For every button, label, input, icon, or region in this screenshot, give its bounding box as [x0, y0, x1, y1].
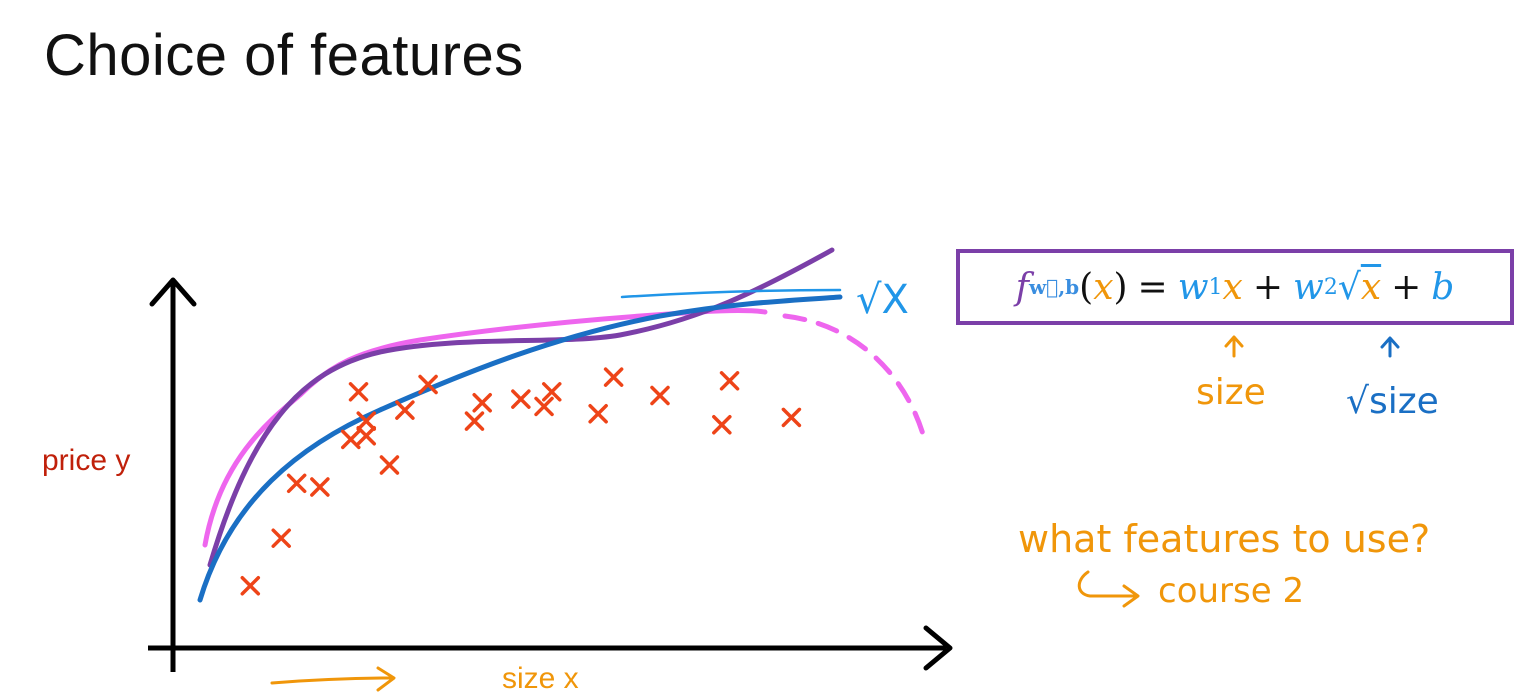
y-axis-label: price y	[42, 444, 130, 477]
data-point	[240, 576, 261, 596]
data-point	[472, 393, 492, 413]
formula-plus-2: +	[1391, 266, 1422, 308]
data-point	[511, 389, 531, 409]
formula-w1: w	[1177, 266, 1209, 308]
data-point	[356, 411, 376, 431]
blue-curve	[197, 294, 843, 603]
data-points	[240, 367, 802, 596]
formula-w1-subscript: 1	[1208, 274, 1223, 300]
course-ref-note: course 2	[1158, 571, 1304, 611]
course-hook-arrowhead	[1122, 584, 1140, 608]
data-point	[418, 374, 438, 395]
formula-close-paren: )	[1113, 266, 1128, 308]
data-point	[310, 477, 330, 497]
data-point	[348, 382, 369, 402]
data-point	[356, 425, 376, 446]
formula-f-subscript: w⃗,b	[1028, 275, 1080, 299]
size-up-arrowhead	[1224, 335, 1244, 348]
question-note: what features to use?	[1018, 517, 1430, 561]
data-point	[650, 385, 670, 406]
formula-sqrt-x: x	[1360, 266, 1382, 308]
formula-f: f	[1015, 266, 1029, 308]
data-point	[719, 371, 740, 391]
x-direction-arrowhead	[376, 666, 396, 692]
formula-equals: =	[1137, 266, 1168, 308]
data-point	[395, 400, 415, 420]
formula-plus-1: +	[1252, 266, 1284, 308]
sqrt-size-note: √size	[1346, 381, 1439, 422]
data-point	[603, 367, 624, 387]
course-hook-arrow	[1077, 570, 1138, 598]
x-axis-label: size x	[502, 662, 579, 695]
formula-w2: w	[1293, 266, 1324, 308]
data-point	[588, 404, 608, 424]
formula-b: b	[1431, 266, 1455, 308]
magenta-curve-dashed	[782, 313, 929, 448]
data-point	[464, 411, 485, 431]
data-point	[712, 414, 732, 435]
formula-open-paren: (	[1079, 266, 1094, 308]
magenta-curve	[202, 308, 768, 548]
data-point	[271, 528, 291, 548]
formula-x: x	[1093, 266, 1114, 308]
data-point	[341, 429, 361, 450]
data-point	[542, 382, 562, 402]
x-axis-arrow	[923, 625, 953, 671]
formula-sqrt: √	[1337, 266, 1361, 308]
data-point	[781, 407, 802, 428]
data-point	[379, 455, 400, 475]
x-direction-arrow	[270, 676, 394, 685]
sqrt-size-up-arrowhead	[1380, 336, 1400, 349]
y-axis-arrow	[149, 277, 197, 307]
formula-w2-subscript: 2	[1323, 274, 1338, 300]
sqrt-x-note: √X	[856, 277, 909, 323]
data-point	[534, 396, 554, 417]
purple-curve	[207, 247, 835, 568]
formula-x-term: x	[1222, 266, 1243, 308]
size-note: size	[1196, 372, 1266, 413]
data-point	[286, 473, 307, 494]
slide-title: Choice of features	[44, 23, 524, 88]
sqrt-trend-line	[620, 288, 842, 299]
